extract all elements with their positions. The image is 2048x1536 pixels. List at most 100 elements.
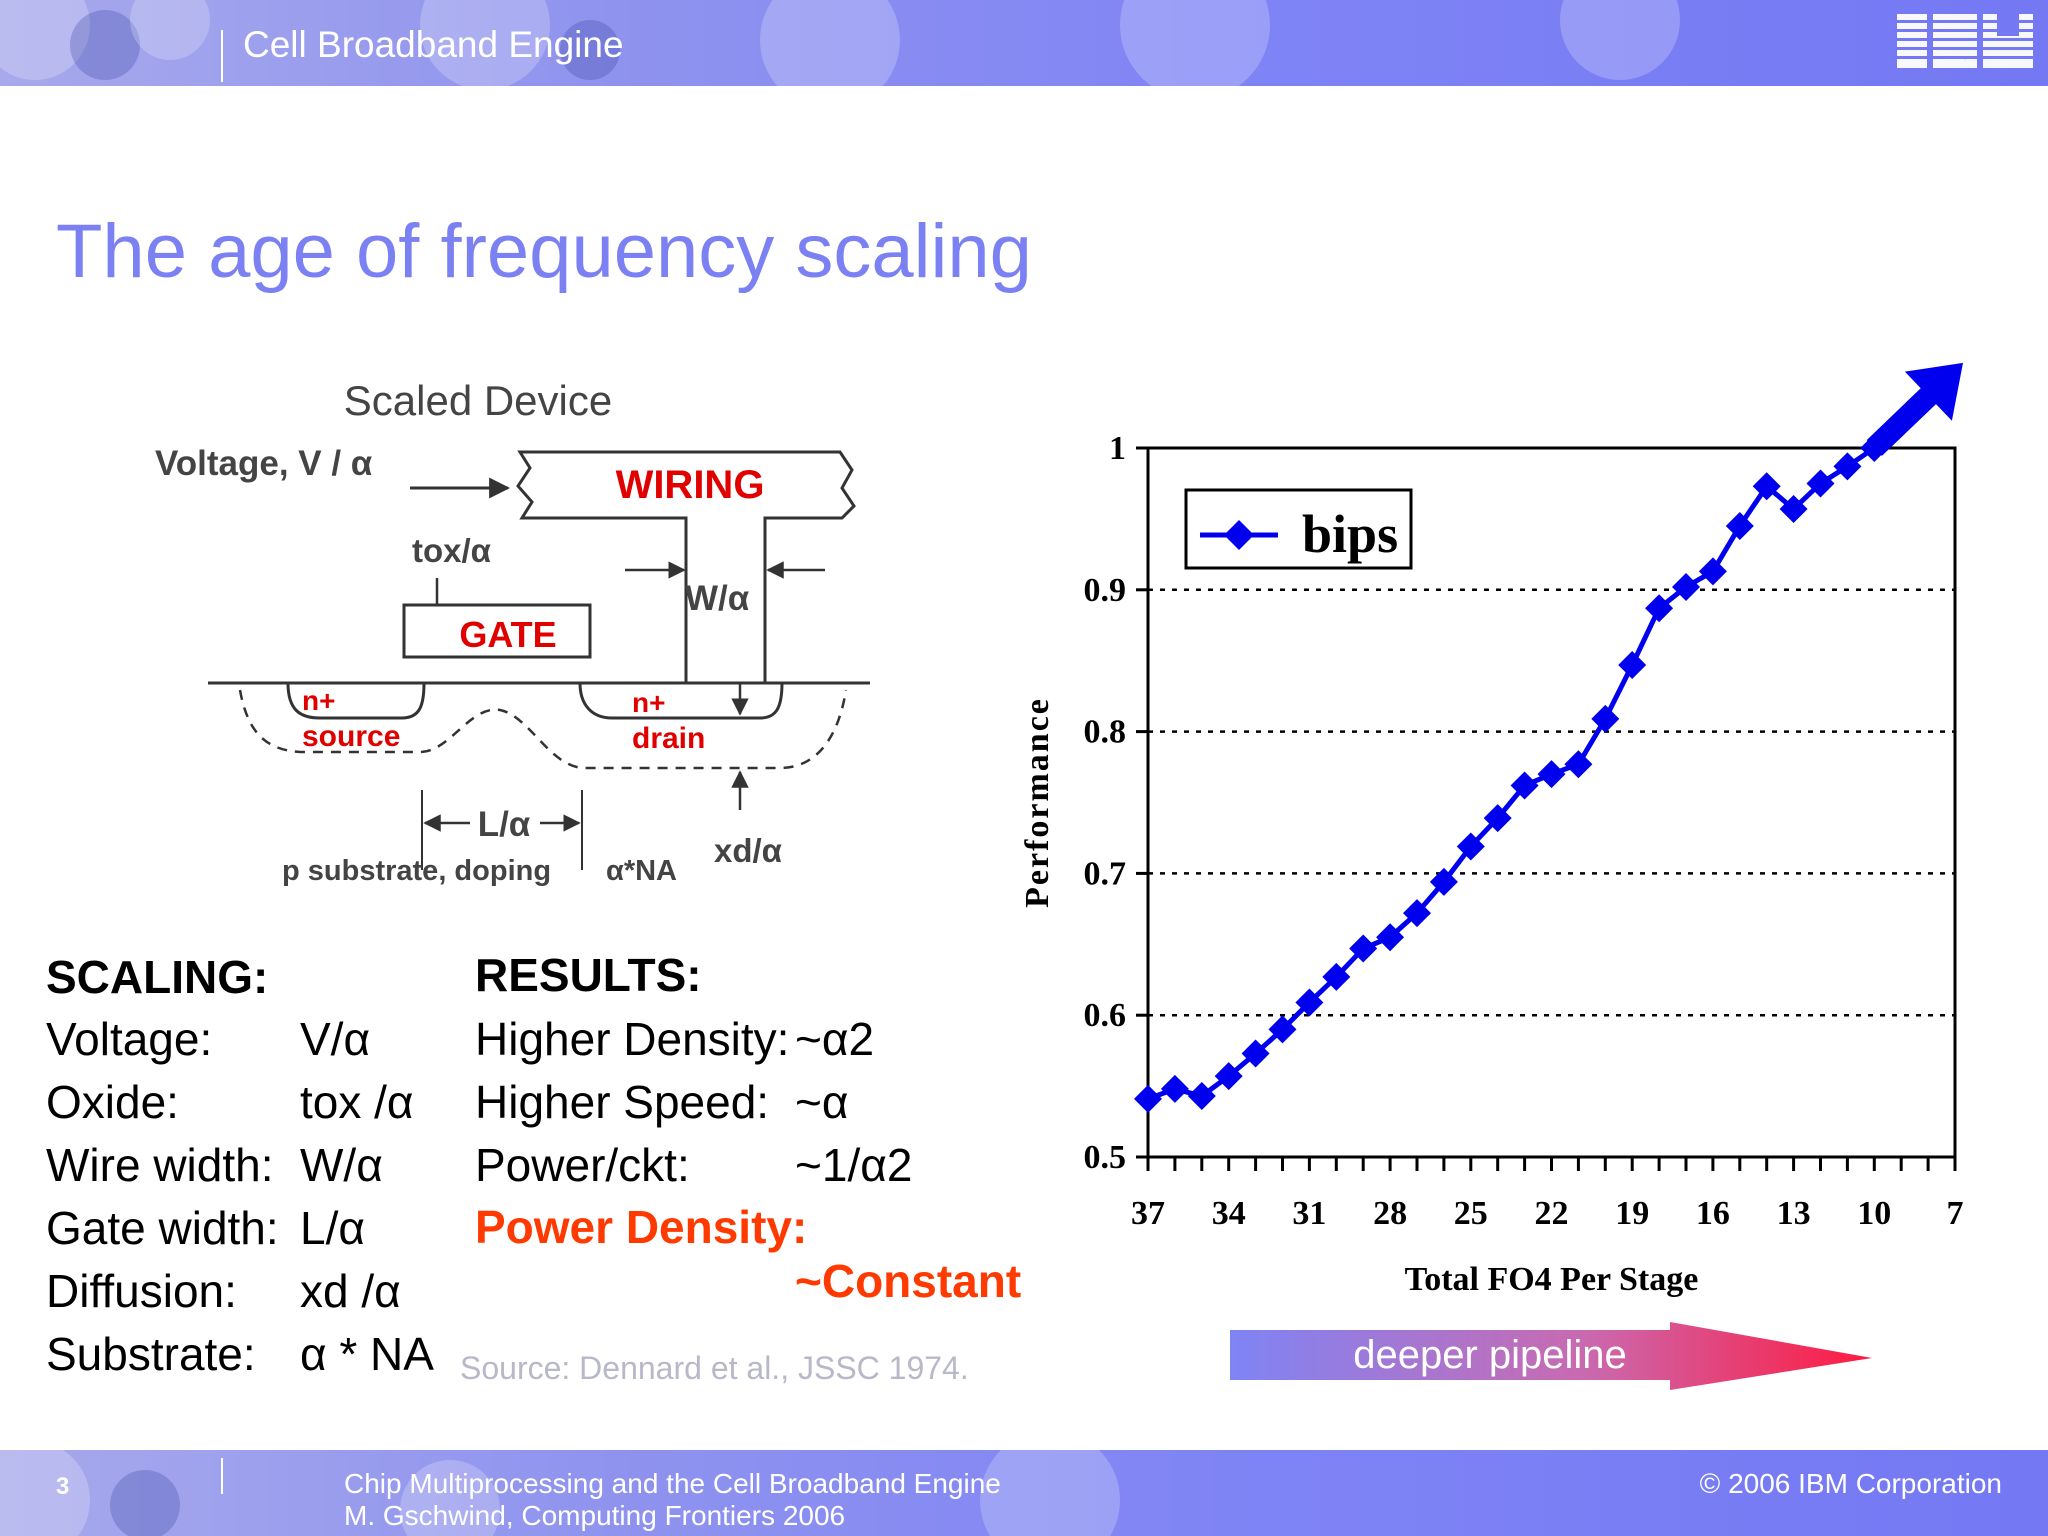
data-point-bips — [1268, 1015, 1297, 1044]
data-point-bips — [1806, 469, 1835, 498]
data-point-bips — [1537, 760, 1566, 789]
power-density-label: Power Density: — [475, 1201, 808, 1253]
n-source-label: n+ — [302, 685, 335, 716]
decor-bubble — [0, 1450, 90, 1536]
tox-label: tox/α — [412, 532, 491, 569]
x-tick-label: 22 — [1535, 1195, 1569, 1232]
y-tick-label: 0.5 — [1084, 1139, 1127, 1176]
scaling-row-value: α * NA — [300, 1328, 434, 1380]
data-point-bips — [1295, 988, 1324, 1017]
footer-copyright: © 2006 IBM Corporation — [1699, 1468, 2002, 1499]
scaling-row-label: Oxide: — [46, 1076, 179, 1128]
data-point-bips — [1376, 923, 1405, 952]
substrate-label: p substrate, doping — [282, 855, 551, 887]
x-tick-label: 7 — [1947, 1195, 1964, 1232]
scaling-row-label: Substrate: — [46, 1328, 256, 1380]
data-point-bips — [1510, 771, 1539, 800]
power-density-value: ~Constant — [795, 1255, 1022, 1307]
results-row-label: Power/ckt: — [475, 1139, 690, 1191]
results-row-label: Higher Speed: — [475, 1076, 770, 1128]
data-point-bips — [1564, 750, 1593, 779]
trend-arrow — [1866, 362, 1963, 456]
data-point-bips — [1672, 572, 1700, 601]
decor-bubble — [130, 0, 210, 60]
decor-bubble — [760, 0, 900, 86]
scaling-row-value: L/α — [300, 1202, 365, 1254]
slide-title: The age of frequency scaling — [56, 209, 1032, 294]
gate-block — [402, 603, 592, 659]
data-point-bips — [1214, 1062, 1243, 1091]
scaling-row-label: Gate width: — [46, 1202, 279, 1254]
x-tick-label: 10 — [1857, 1195, 1891, 1232]
diagram-heading: Scaled Device — [344, 377, 612, 424]
decor-bubble — [1120, 0, 1270, 86]
x-tick-label: 16 — [1696, 1195, 1730, 1232]
data-point-bips — [1725, 511, 1754, 540]
data-point-bips — [1187, 1082, 1216, 1111]
x-axis-label: Total FO4 Per Stage — [1405, 1261, 1699, 1298]
svg-text:IBM: IBM — [1964, 59, 1966, 61]
drain-well — [578, 682, 784, 720]
y-tick-label: 1 — [1109, 430, 1126, 467]
data-point-bips — [1779, 494, 1808, 523]
scaling-row-value: V/α — [300, 1013, 371, 1065]
scaling-row-value: xd /α — [300, 1265, 401, 1317]
footer-line-1: Chip Multiprocessing and the Cell Broadb… — [344, 1468, 1001, 1499]
decor-bubble — [400, 1460, 500, 1536]
data-point-bips — [1456, 832, 1485, 861]
performance-chart: 0.5 0.6 0.7 0.8 0.9 1 37 34 31 28 25 22 19 16 13 10 7 Tot… — [1019, 362, 1964, 1298]
voltage-label: Voltage, V / α — [155, 444, 373, 483]
data-point-bips — [1591, 704, 1620, 733]
x-tick-label: 25 — [1454, 1195, 1488, 1232]
data-point-bips — [1698, 557, 1727, 586]
decor-bubble — [110, 1470, 180, 1536]
scaling-heading: SCALING: — [46, 951, 269, 1003]
data-point-bips — [1241, 1039, 1270, 1068]
legend-label: bips — [1302, 504, 1398, 564]
y-tick-label: 0.7 — [1084, 855, 1127, 892]
legend-marker — [1224, 520, 1254, 550]
header-title: Cell Broadband Engine — [243, 24, 624, 65]
xd-label: xd/α — [714, 832, 782, 869]
y-axis-label: Performance — [1019, 697, 1056, 908]
y-tick-label: 0.9 — [1084, 572, 1127, 609]
scaled-device-diagram: Scaled Device Voltage, V / α WIRING W/α … — [155, 377, 870, 887]
x-tick-label: 37 — [1131, 1195, 1165, 1232]
footer-separator — [221, 1458, 223, 1494]
data-point-bips — [1483, 804, 1512, 833]
results-heading: RESULTS: — [475, 949, 702, 1001]
ibm-logo: IBM — [1893, 14, 2037, 68]
footer-line-2: M. Gschwind, Computing Frontiers 2006 — [344, 1500, 846, 1531]
deeper-pipeline-label: deeper pipeline — [1353, 1333, 1627, 1377]
footer-banner — [0, 1450, 2048, 1536]
decor-bubble — [1560, 0, 1680, 80]
scaling-row-value: W/α — [300, 1139, 383, 1191]
data-point-bips — [1403, 899, 1431, 928]
results-row-value: ~α — [795, 1076, 849, 1128]
drain-label: drain — [632, 722, 705, 755]
x-tick-label: 34 — [1212, 1195, 1246, 1232]
header-separator — [221, 30, 223, 82]
y-tick-label: 0.6 — [1084, 997, 1127, 1034]
data-point-bips — [1322, 962, 1351, 991]
x-tick-label: 19 — [1615, 1195, 1649, 1232]
scaling-row-label: Wire width: — [46, 1139, 274, 1191]
decor-bubble — [70, 10, 140, 80]
source-well — [286, 682, 426, 720]
data-point-bips — [1429, 867, 1458, 896]
deeper-pipeline-arrow — [1230, 1322, 1872, 1390]
x-tick-label: 31 — [1292, 1195, 1326, 1232]
series-line-bips — [1147, 445, 1876, 1102]
decor-bubble — [560, 20, 620, 80]
x-tick-label: 28 — [1373, 1195, 1407, 1232]
results-row-label: Higher Density: — [475, 1013, 790, 1065]
x-tick-label: 13 — [1777, 1195, 1811, 1232]
source-label: source — [302, 720, 400, 753]
scaling-row-label: Voltage: — [46, 1013, 213, 1065]
data-point-bips — [1349, 934, 1378, 963]
header-banner: Cell Broadband Engine IBM — [0, 0, 2048, 86]
scaling-row-value: tox /α — [300, 1076, 414, 1128]
results-row-value: ~α2 — [795, 1013, 875, 1065]
n-drain-label: n+ — [632, 687, 665, 718]
data-point-bips — [1833, 452, 1862, 481]
